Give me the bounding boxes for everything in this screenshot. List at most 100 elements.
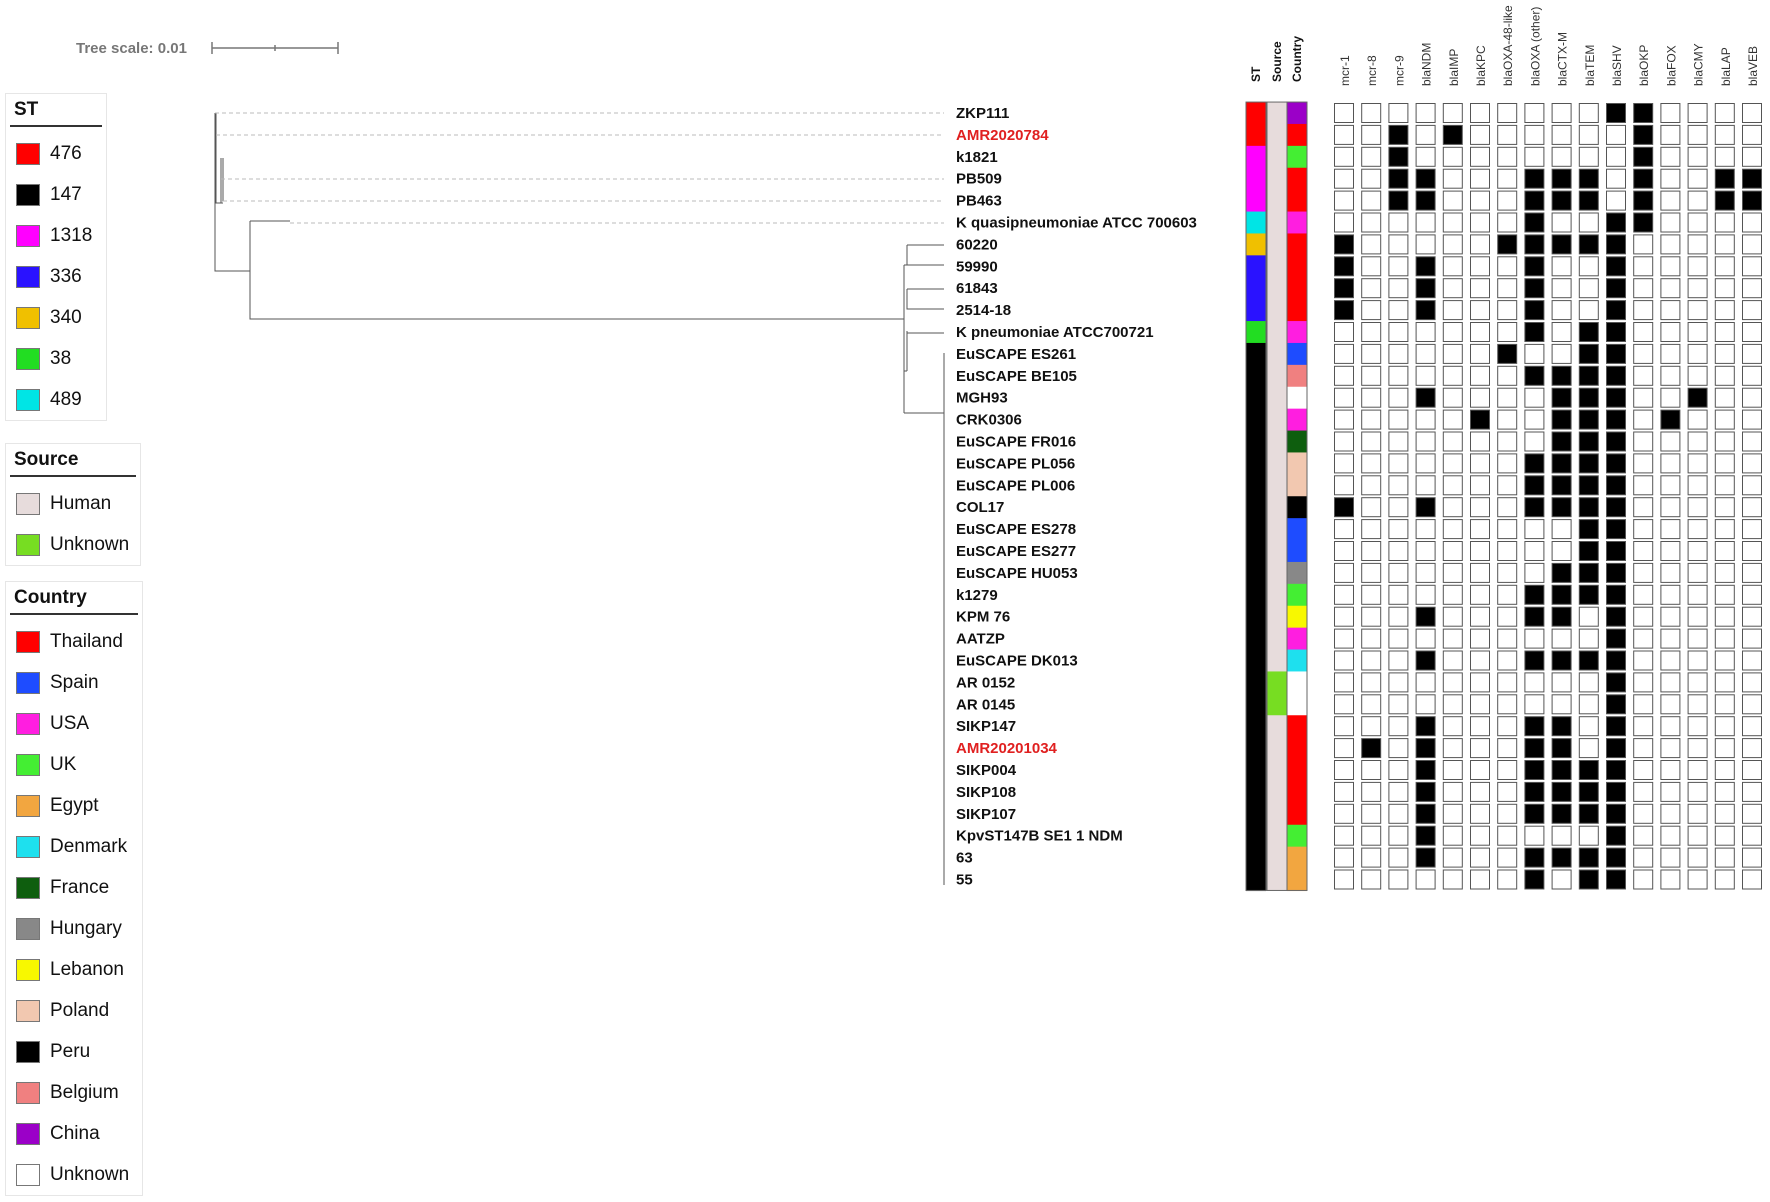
gene-present-cell [1578,562,1599,583]
gene-present-cell [1606,278,1626,299]
gene-present-cell [1524,300,1545,321]
st-cell [1246,474,1266,497]
tip-label: 59990 [956,258,998,275]
country-cell [1287,145,1307,169]
gene-absent-cell [1334,694,1354,715]
gene-absent-cell [1687,278,1708,299]
gene-absent-cell [1497,103,1518,123]
gene-present-cell [1551,431,1572,452]
gene-matrix [1334,103,1762,890]
st-cell [1246,715,1266,738]
gene-absent-cell [1524,825,1545,846]
source-cell [1267,189,1287,213]
gene-absent-cell [1714,212,1735,233]
gene-present-cell [1415,650,1436,671]
gene-absent-cell [1633,562,1654,583]
gene-absent-cell [1442,387,1463,408]
gene-absent-cell [1687,562,1708,583]
gene-present-cell [1606,519,1626,540]
tip-label: AATZP [956,631,1005,648]
gene-absent-cell [1497,475,1518,496]
gene-absent-cell [1687,409,1708,430]
gene-absent-cell [1497,190,1518,211]
gene-absent-cell [1334,738,1354,759]
st-cell [1246,452,1266,475]
legend-item: UK [10,744,138,785]
gene-absent-cell [1415,343,1436,364]
gene-absent-cell [1470,694,1490,715]
gene-absent-cell [1388,497,1409,518]
source-cell [1267,123,1287,147]
gene-absent-cell [1742,365,1762,386]
gene-absent-cell [1660,869,1681,890]
gene-absent-cell [1388,584,1409,605]
gene-absent-cell [1442,606,1463,627]
gene-present-cell [1551,168,1572,189]
gene-present-cell [1524,650,1545,671]
legend-country: Country Thailand Spain USA UK Egypt Denmark Fr… [5,581,143,1196]
gene-absent-cell [1578,738,1599,759]
gene-absent-cell [1578,716,1599,737]
gene-absent-cell [1633,584,1654,605]
gene-absent-cell [1415,146,1436,167]
gene-present-cell [1551,760,1572,780]
gene-absent-cell [1742,847,1762,868]
st-cell [1246,255,1266,278]
gene-absent-cell [1633,387,1654,408]
gene-absent-cell [1660,300,1681,321]
legend-swatch [16,1040,40,1063]
legend-swatch [16,183,40,206]
gene-absent-cell [1578,212,1599,233]
tip-label: EuSCAPE ES261 [956,346,1076,363]
gene-present-cell [1551,781,1572,802]
gene-absent-cell [1334,190,1354,211]
gene-absent-cell [1442,300,1463,321]
gene-absent-cell [1687,256,1708,277]
legend-swatch [16,1163,40,1186]
gene-absent-cell [1334,803,1354,824]
tree-scale-bar [211,42,339,54]
gene-absent-cell [1361,606,1382,627]
gene-absent-cell [1442,365,1463,386]
gene-present-cell [1578,190,1599,211]
legend-item: Unknown [10,524,136,565]
tip-label: PB463 [956,193,1002,210]
legend-label: 336 [50,265,82,287]
gene-absent-cell [1497,300,1518,321]
gene-absent-cell [1442,322,1463,342]
gene-absent-cell [1714,650,1735,671]
gene-absent-cell [1742,781,1762,802]
gene-absent-cell [1361,300,1382,321]
gene-absent-cell [1442,760,1463,780]
gene-absent-cell [1633,716,1654,737]
gene-absent-cell [1714,124,1735,145]
gene-absent-cell [1497,409,1518,430]
gene-absent-cell [1524,694,1545,715]
gene-present-cell [1415,256,1436,277]
st-cell [1246,824,1266,848]
gene-header: blaOKP [1637,45,1651,86]
legend-swatch [16,1122,40,1145]
gene-absent-cell [1633,409,1654,430]
gene-absent-cell [1470,650,1490,671]
gene-absent-cell [1660,475,1681,496]
legend-item: China [10,1113,138,1154]
strip-border [1286,101,1308,891]
tip-label: K pneumoniae ATCC700721 [956,324,1154,341]
gene-absent-cell [1742,738,1762,759]
gene-absent-cell [1660,738,1681,759]
gene-present-cell [1606,716,1626,737]
gene-absent-cell [1714,694,1735,715]
legend-st-title: ST [10,94,102,127]
st-cell [1246,496,1266,519]
st-cell [1246,868,1266,892]
gene-absent-cell [1714,738,1735,759]
tree-scale: Tree scale: 0.01 [76,40,339,57]
st-cell [1246,408,1266,432]
gene-absent-cell [1388,562,1409,583]
legend-item: Poland [10,990,138,1031]
gene-absent-cell [1633,606,1654,627]
source-cell [1267,211,1287,235]
tip-label: EuSCAPE ES278 [956,521,1076,538]
gene-header: blaIMP [1447,49,1461,86]
